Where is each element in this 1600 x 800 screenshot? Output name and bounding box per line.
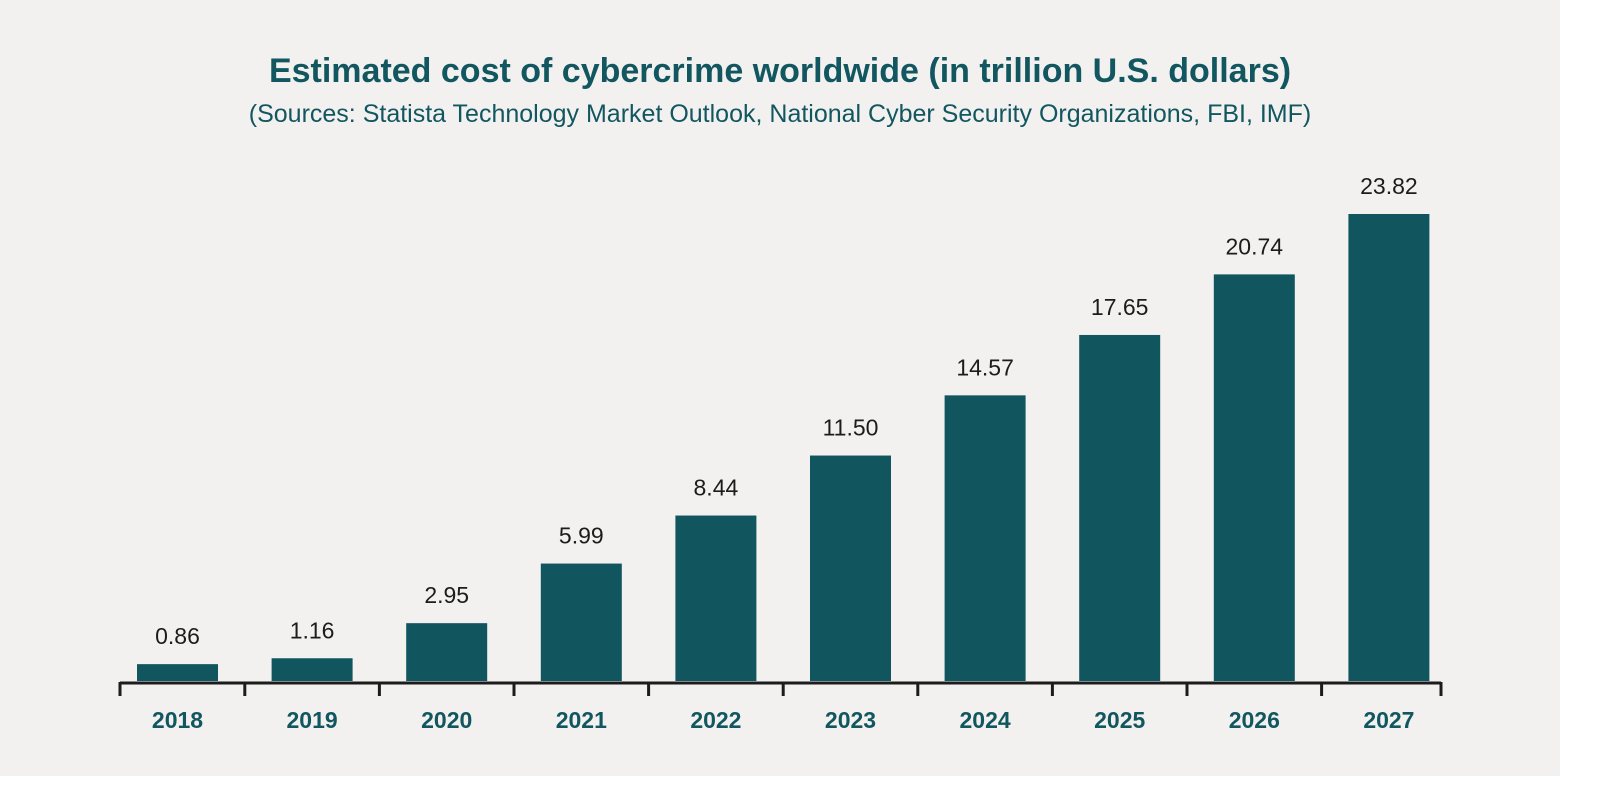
bar-2023 [810,455,891,681]
data-label: 2.95 [424,582,469,608]
x-tick-label: 2018 [152,707,203,733]
bar-2024 [944,395,1026,681]
x-tick-label: 2019 [287,707,338,733]
bar-2022 [675,515,757,681]
data-label: 1.16 [290,617,335,643]
x-tick-label: 2027 [1363,707,1414,733]
data-label: 23.82 [1360,173,1418,199]
data-label: 0.86 [155,623,200,649]
bar-2018 [137,664,218,681]
bar-2025 [1079,334,1161,681]
data-label: 5.99 [559,523,604,549]
data-label: 11.50 [823,415,879,441]
bar-chart: 0.86 2018 1.16 2019 2.95 2020 5.99 2021 8.44 2022… [118,173,1443,733]
bar-2021 [540,563,622,681]
x-tick-label: 2022 [690,707,741,733]
x-tick-label: 2024 [960,707,1011,733]
data-label: 8.44 [694,475,739,501]
data-label: 20.74 [1226,233,1284,259]
bar-2026 [1213,274,1295,681]
chart-title: Estimated cost of cybercrime worldwide (… [268,52,1292,90]
x-tick-label: 2026 [1229,707,1280,733]
x-tick-label: 2023 [825,707,876,733]
chart-background: Estimated cost of cybercrime worldwide (… [0,0,1560,776]
data-label: 17.65 [1091,294,1149,320]
chart-subtitle: (Sources: Statista Technology Market Out… [248,100,1312,128]
bar-2019 [271,658,353,681]
bar-2020 [406,623,488,681]
x-tick-label: 2021 [556,707,607,733]
x-tick-label: 2025 [1094,707,1145,733]
x-tick-label: 2020 [421,707,472,733]
data-label: 14.57 [956,354,1014,380]
bar-2027 [1348,214,1430,681]
